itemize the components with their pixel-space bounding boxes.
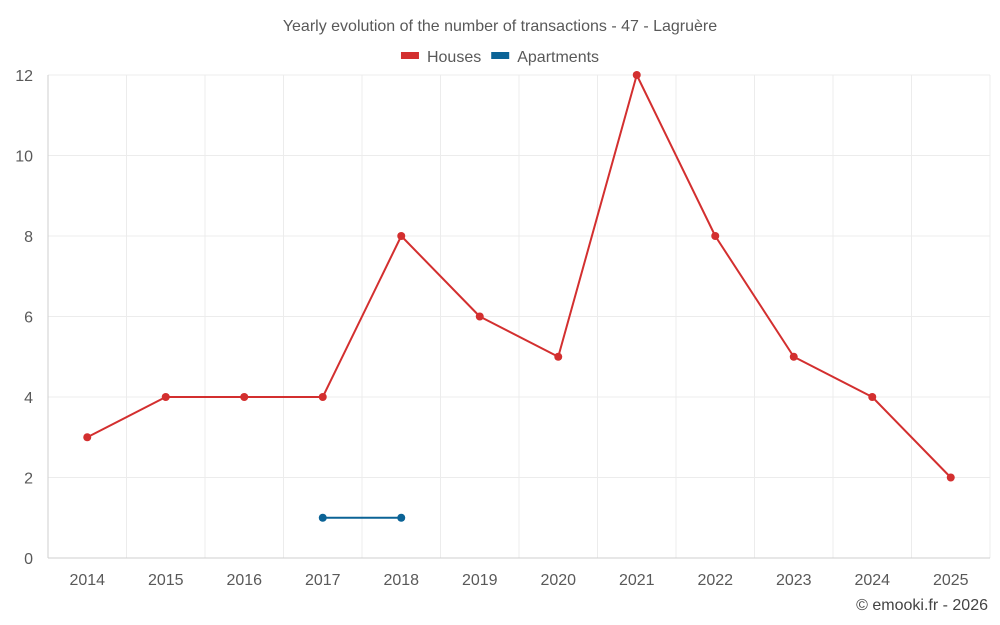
houses-point xyxy=(397,232,406,240)
x-tick-label: 2024 xyxy=(854,572,890,589)
x-tick-label: 2015 xyxy=(148,572,184,589)
apartments-point xyxy=(397,513,406,522)
x-tick-label: 2022 xyxy=(697,572,733,589)
x-tick-label: 2025 xyxy=(933,572,969,589)
y-tick-label: 6 xyxy=(24,310,33,327)
houses-point xyxy=(554,352,563,361)
houses-point xyxy=(789,352,798,361)
apartments-legend-swatch xyxy=(491,52,510,59)
houses-line xyxy=(86,74,952,479)
x-tick-label: 2020 xyxy=(540,572,576,589)
x-tick-label: 2016 xyxy=(226,572,262,589)
x-tick-label: 2019 xyxy=(462,572,498,589)
x-tick-label: 2021 xyxy=(619,572,655,589)
grid xyxy=(47,74,991,559)
x-tick-label: 2023 xyxy=(776,572,812,589)
x-axis: 2014 2015 2016 2017 2018 2019 2020 2021 2022 2023… xyxy=(69,572,968,589)
y-tick-label: 2 xyxy=(24,471,33,488)
y-tick-label: 8 xyxy=(24,229,33,246)
x-tick-label: 2017 xyxy=(305,572,341,589)
x-tick-label: 2018 xyxy=(383,572,419,589)
houses-point xyxy=(475,312,484,321)
apartments-legend-label: Apartments xyxy=(517,49,599,66)
y-axis: 0 2 4 6 8 10 12 xyxy=(15,68,33,568)
houses-point xyxy=(711,232,720,240)
y-tick-label: 4 xyxy=(24,390,33,407)
houses-legend-label: Houses xyxy=(427,49,481,66)
series-group xyxy=(83,71,955,522)
legend: Houses Apartments xyxy=(400,49,599,66)
chart-title: Yearly evolution of the number of transa… xyxy=(283,18,717,35)
y-tick-label: 12 xyxy=(15,68,33,85)
y-tick-label: 0 xyxy=(24,551,33,568)
apartments-point xyxy=(318,513,327,522)
houses-point xyxy=(240,393,249,401)
y-tick-label: 10 xyxy=(15,149,33,166)
houses-point xyxy=(318,393,327,401)
houses-point xyxy=(83,433,92,442)
houses-point xyxy=(946,473,955,482)
houses-point xyxy=(868,393,877,401)
houses-point xyxy=(161,393,170,401)
x-tick-label: 2014 xyxy=(69,572,105,589)
credit-text: © emooki.fr - 2026 xyxy=(856,597,988,614)
houses-legend-swatch xyxy=(400,52,419,59)
houses-point xyxy=(632,71,641,79)
